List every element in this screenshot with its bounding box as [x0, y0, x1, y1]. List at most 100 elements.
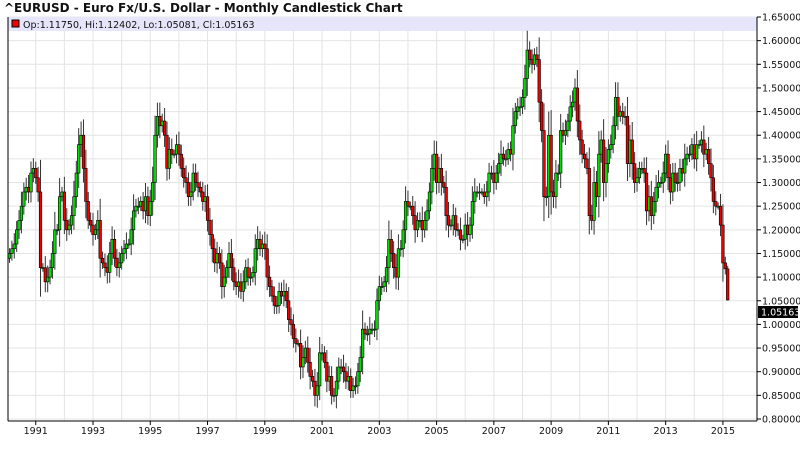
- candle: [148, 189, 152, 227]
- candle-body: [654, 186, 658, 202]
- candle: [449, 219, 453, 231]
- candle: [151, 166, 155, 216]
- candle-body: [454, 215, 458, 231]
- candle-body: [275, 305, 279, 307]
- candle: [167, 137, 171, 180]
- y-tick-label: 0.80000: [762, 415, 800, 426]
- x-tick-label: 1995: [138, 426, 162, 437]
- candle: [291, 314, 296, 348]
- candle: [559, 113, 563, 188]
- candle: [516, 98, 520, 120]
- candle-body: [67, 224, 71, 231]
- candle: [232, 258, 236, 291]
- candle: [644, 157, 649, 226]
- candle-body: [442, 182, 446, 188]
- candle-body: [220, 262, 224, 287]
- candle-body: [423, 220, 427, 231]
- candle-body: [81, 134, 86, 169]
- candle-body: [62, 191, 66, 221]
- legend-ohlc: Op:1.11750, Hi:1.12402, Lo:1.05081, Cl:1…: [23, 20, 255, 31]
- candle: [184, 165, 188, 194]
- candle: [208, 208, 212, 246]
- candle: [277, 282, 281, 314]
- candle: [520, 89, 525, 115]
- candle: [330, 366, 334, 405]
- candle-body: [602, 139, 606, 183]
- candle-body: [661, 172, 665, 183]
- candle-body: [77, 144, 81, 174]
- candle-body: [678, 168, 682, 183]
- candle-body: [241, 281, 245, 292]
- candle-body: [122, 248, 126, 254]
- candle: [549, 110, 553, 215]
- candle: [263, 231, 267, 260]
- candle-body: [697, 144, 701, 146]
- y-tick-label: 1.20000: [762, 225, 800, 236]
- candle: [497, 152, 501, 183]
- candle-body: [542, 130, 546, 198]
- candle: [442, 175, 446, 194]
- candle-body: [310, 376, 315, 382]
- candle-body: [430, 168, 434, 193]
- candle-body: [621, 111, 625, 117]
- candle-body: [98, 220, 102, 259]
- candle: [504, 150, 508, 167]
- candle: [112, 229, 117, 267]
- x-tick-label: 2013: [654, 426, 678, 437]
- candle-body: [225, 267, 229, 278]
- candle-body: [267, 276, 272, 287]
- candle: [129, 217, 133, 256]
- candle: [122, 239, 126, 262]
- y-tick-label: 1.60000: [762, 36, 800, 47]
- candle-body: [675, 182, 680, 184]
- candle: [458, 217, 463, 251]
- candle: [711, 164, 715, 214]
- candle-body: [578, 120, 582, 141]
- candle: [678, 158, 682, 192]
- candle-body: [182, 168, 186, 179]
- candle-body: [17, 220, 21, 231]
- candle-body: [298, 343, 303, 368]
- candle: [468, 217, 472, 242]
- candle-body: [539, 101, 544, 131]
- candle: [654, 174, 658, 213]
- candle-body: [38, 191, 43, 268]
- candle: [162, 108, 167, 147]
- candle: [225, 260, 229, 284]
- y-tick-label: 1.05000: [762, 296, 800, 307]
- candle: [134, 198, 138, 218]
- candle-body: [582, 153, 587, 160]
- candle: [265, 234, 269, 291]
- candle-body: [349, 376, 353, 391]
- candle-body: [358, 357, 362, 373]
- candle: [375, 288, 379, 341]
- candle: [597, 131, 601, 218]
- candle: [602, 119, 606, 202]
- grid: [8, 16, 757, 421]
- candle: [363, 322, 367, 340]
- candle-body: [666, 153, 670, 179]
- x-ticks: 1991 1993 1995 1997 1999 2001 2003 2005 2007 2009…: [24, 421, 735, 437]
- x-tick-label: 2003: [367, 426, 391, 437]
- candle: [444, 170, 448, 231]
- candle-body: [48, 267, 52, 278]
- y-tick-label: 0.85000: [762, 391, 800, 402]
- candle: [685, 146, 689, 166]
- candle-body: [683, 158, 687, 174]
- candle: [434, 141, 439, 195]
- candle: [100, 251, 105, 269]
- candle-body: [74, 172, 78, 198]
- candle: [55, 223, 59, 236]
- candle-body: [127, 243, 131, 246]
- candle-body: [43, 267, 47, 283]
- candle-body: [702, 139, 706, 155]
- candle: [403, 186, 408, 244]
- candle-body: [356, 371, 360, 387]
- candle: [592, 166, 596, 235]
- candle-body: [411, 205, 415, 216]
- candle: [659, 176, 663, 188]
- candle-body: [611, 125, 615, 145]
- y-tick-label: 1.25000: [762, 202, 800, 213]
- candle-body: [427, 191, 432, 212]
- candle-body: [361, 328, 365, 358]
